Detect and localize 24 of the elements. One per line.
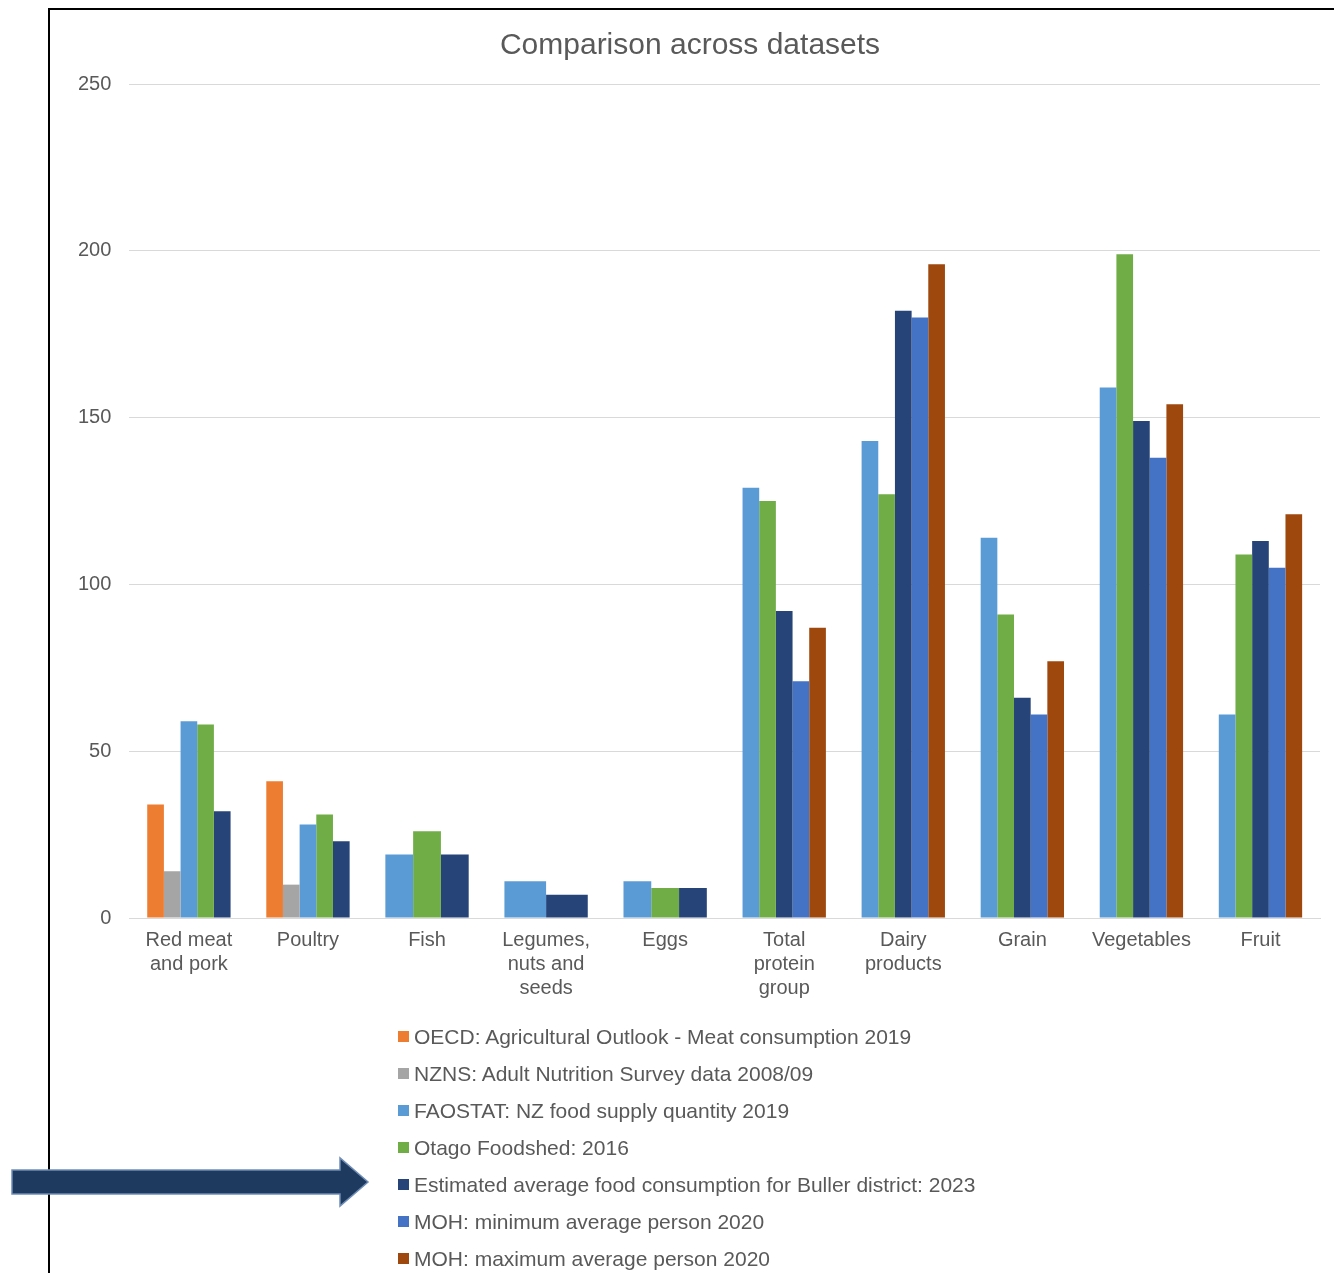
legend-label: MOH: maximum average person 2020 [414,1246,770,1271]
legend-label: Estimated average food consumption for Buller district: 2023 [414,1172,976,1197]
x-tick-label: Total protein group [753,927,815,998]
y-tick-label: 0 [100,905,112,928]
legend-label: OECD: Agricultural Outlook - Meat consumption 2019 [414,1024,912,1049]
legend-label: Otago Foodshed: 2016 [414,1135,629,1160]
y-tick-label: 250 [77,71,112,94]
y-tick-label: 100 [77,571,112,594]
x-tick-label: Fish [408,927,446,950]
x-tick-label: Fruit [1240,927,1281,950]
legend-label: NZNS: Adult Nutrition Survey data 2008/09 [414,1061,814,1086]
x-tick-label: Poultry [276,927,340,950]
x-tick-label: Legumes, nuts and seeds [502,927,591,998]
x-tick-label: Red meat and pork [145,927,233,974]
chart-title: Comparison across datasets [499,27,881,61]
x-tick-label: Eggs [642,927,688,950]
y-tick-label: 200 [77,238,112,261]
legend-label: FAOSTAT: NZ food supply quantity 2019 [414,1098,790,1123]
y-tick-label: 50 [89,738,112,761]
y-tick-label: 150 [77,405,112,428]
x-tick-label: Vegetables [1091,927,1191,950]
legend-label: MOH: minimum average person 2020 [414,1209,765,1234]
x-tick-label: Grain [997,927,1047,950]
x-tick-label: Dairy products [864,927,942,974]
